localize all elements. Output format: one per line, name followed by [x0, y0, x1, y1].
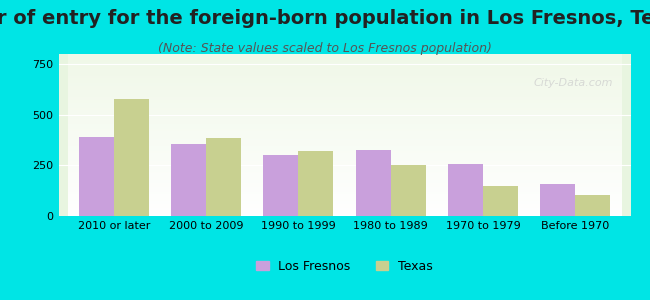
Bar: [356, 150, 391, 216]
Bar: [171, 144, 206, 216]
Bar: [206, 138, 241, 216]
Bar: [356, 150, 391, 216]
Bar: [391, 165, 426, 216]
Bar: [540, 184, 575, 216]
Bar: [79, 137, 114, 216]
Bar: [483, 186, 518, 216]
Bar: [114, 98, 149, 216]
Bar: [171, 144, 206, 216]
Bar: [540, 184, 575, 216]
Bar: [206, 138, 241, 216]
Bar: [263, 155, 298, 216]
Bar: [114, 98, 149, 216]
Legend: Los Fresnos, Texas: Los Fresnos, Texas: [251, 255, 438, 278]
Bar: [79, 137, 114, 216]
Bar: [263, 155, 298, 216]
Bar: [448, 164, 483, 216]
Bar: [298, 151, 333, 216]
Bar: [483, 186, 518, 216]
Text: (Note: State values scaled to Los Fresnos population): (Note: State values scaled to Los Fresno…: [158, 42, 492, 55]
Bar: [298, 151, 333, 216]
Bar: [575, 195, 610, 216]
Bar: [448, 164, 483, 216]
Bar: [575, 195, 610, 216]
Text: Year of entry for the foreign-born population in Los Fresnos, Texas: Year of entry for the foreign-born popul…: [0, 9, 650, 28]
Bar: [391, 165, 426, 216]
Text: City-Data.com: City-Data.com: [534, 78, 614, 88]
